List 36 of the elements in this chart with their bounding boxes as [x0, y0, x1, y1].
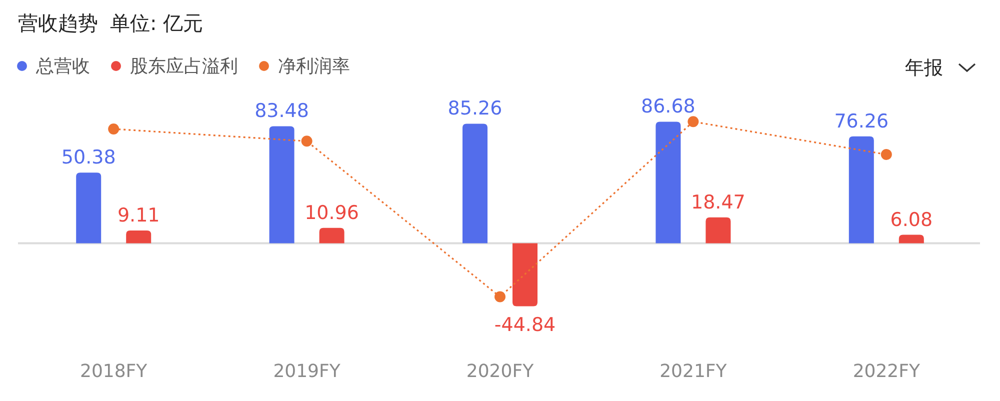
x-tick-label: 2021FY: [660, 361, 728, 382]
point: [688, 116, 699, 128]
data-label: 83.48: [254, 100, 310, 122]
point: [301, 136, 312, 147]
bar: [319, 228, 344, 244]
bar: [848, 136, 874, 244]
data-label: 10.96: [304, 202, 360, 224]
chart-title: 营收趋势: [18, 11, 98, 35]
legend-label: 股东应占溢利: [130, 56, 238, 77]
data-label: 9.11: [117, 204, 160, 227]
bar: [656, 122, 681, 244]
data-label: -44.84: [494, 314, 556, 336]
x-tick-label: 2022FY: [852, 361, 921, 382]
bar: [76, 172, 102, 244]
point: [880, 149, 892, 160]
chart-subtitle: 单位: 亿元: [110, 11, 204, 35]
data-label: 18.47: [690, 191, 746, 214]
data-label: 76.26: [834, 110, 889, 132]
data-label: 6.08: [890, 208, 933, 231]
data-label: 85.26: [448, 98, 502, 120]
data-label: 50.38: [61, 146, 116, 169]
x-tick-label: 2019FY: [273, 361, 342, 382]
bar: [512, 243, 538, 306]
bar: [706, 217, 731, 244]
bar: [898, 234, 924, 244]
bar: [269, 126, 294, 244]
x-tick-label: 2018FY: [80, 361, 148, 382]
legend-label: 净利润率: [278, 56, 350, 77]
point: [108, 123, 120, 134]
bar: [462, 124, 488, 244]
text: 年报: [905, 57, 943, 79]
x-tick-label: 2020FY: [466, 361, 535, 382]
point: [494, 291, 506, 302]
legend-label: 总营收: [35, 56, 90, 77]
data-label: 86.68: [640, 96, 696, 118]
bar: [126, 230, 152, 244]
